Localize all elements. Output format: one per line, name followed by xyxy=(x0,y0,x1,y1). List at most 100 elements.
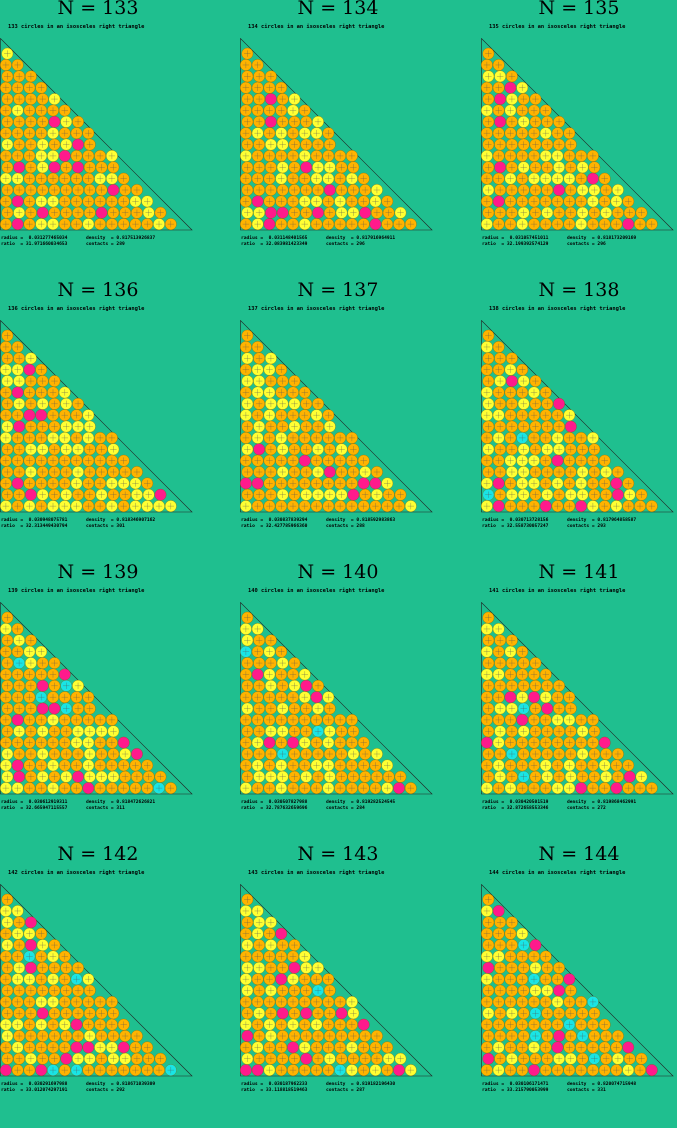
packed-circle xyxy=(299,714,310,725)
packed-circle xyxy=(528,782,539,793)
packed-circle xyxy=(370,196,381,207)
triangle-packing-diagram xyxy=(0,38,196,234)
packed-circle xyxy=(493,760,504,771)
packed-circle xyxy=(13,748,24,759)
packed-circle xyxy=(277,1008,288,1019)
panel-subtitle: 141 circles in an isosceles right triang… xyxy=(489,588,677,594)
packed-circle xyxy=(277,444,288,455)
packed-circle xyxy=(483,939,494,950)
packed-circle xyxy=(61,726,72,737)
packed-circle xyxy=(334,173,345,184)
packed-circle xyxy=(312,139,323,150)
packed-circle xyxy=(96,748,107,759)
packed-circle xyxy=(165,782,176,793)
packed-circle xyxy=(265,771,276,782)
packed-circle xyxy=(83,973,94,984)
packed-circle xyxy=(240,737,251,748)
packed-circle xyxy=(84,489,95,500)
packed-circle xyxy=(277,139,288,150)
packed-circle xyxy=(252,905,263,916)
packed-circle xyxy=(253,71,264,82)
packed-circle xyxy=(518,139,529,150)
packed-circle xyxy=(36,714,47,725)
packed-circle xyxy=(552,782,563,793)
packed-circle xyxy=(301,116,312,127)
ratio-value: ratio = 31.971660034653 xyxy=(1,242,67,248)
packed-circle xyxy=(47,173,58,184)
packed-circle xyxy=(564,973,575,984)
packed-circle xyxy=(2,184,13,195)
packed-circle xyxy=(312,1008,323,1019)
packed-circle xyxy=(24,432,35,443)
packed-circle xyxy=(517,478,528,489)
packed-circle xyxy=(564,691,575,702)
packed-circle xyxy=(61,184,72,195)
packed-circle xyxy=(348,726,359,737)
packed-circle xyxy=(12,173,23,184)
packed-circle xyxy=(143,207,154,218)
packed-circle xyxy=(301,1030,312,1041)
packed-circle xyxy=(2,726,13,737)
packed-circle xyxy=(575,714,586,725)
packed-circle xyxy=(600,771,611,782)
packed-circle xyxy=(37,985,48,996)
packed-circle xyxy=(24,951,35,962)
packed-circle xyxy=(324,726,335,737)
packed-circle xyxy=(481,996,492,1007)
packed-circle xyxy=(264,737,275,748)
packed-circle xyxy=(242,1030,253,1041)
packed-circle xyxy=(506,398,517,409)
packed-circle xyxy=(623,478,634,489)
packed-circle xyxy=(276,150,287,161)
packed-circle xyxy=(108,162,119,173)
packed-circle xyxy=(252,432,263,443)
contacts-value: contacts = 331 xyxy=(567,1088,636,1094)
packed-circle xyxy=(505,669,516,680)
packed-circle xyxy=(94,218,105,229)
packed-circle xyxy=(265,748,276,759)
packed-circle xyxy=(142,196,153,207)
packed-circle xyxy=(289,703,300,714)
packed-circle xyxy=(276,387,287,398)
packed-circle xyxy=(382,478,393,489)
packed-circle xyxy=(324,162,335,173)
packed-circle xyxy=(61,444,72,455)
packed-circle xyxy=(36,1042,47,1053)
packed-circle xyxy=(589,748,600,759)
packed-circle xyxy=(276,364,287,375)
packed-circle xyxy=(493,196,504,207)
packed-circle xyxy=(264,364,275,375)
packed-circle xyxy=(636,1053,647,1064)
packed-circle xyxy=(0,500,11,511)
packed-circle xyxy=(589,1008,600,1019)
packed-circle xyxy=(540,973,551,984)
packed-circle xyxy=(528,1064,539,1075)
triangle-packing-diagram xyxy=(481,38,677,234)
packed-circle xyxy=(587,432,598,443)
packed-circle xyxy=(552,455,563,466)
packed-circle xyxy=(265,466,276,477)
packed-circle xyxy=(517,1019,528,1030)
packed-circle xyxy=(517,196,528,207)
packed-circle xyxy=(83,714,94,725)
packed-circle xyxy=(240,173,251,184)
packed-circle xyxy=(277,489,288,500)
packed-circle xyxy=(564,1019,575,1030)
packed-circle xyxy=(505,478,516,489)
packed-circle xyxy=(311,1019,322,1030)
packed-circle xyxy=(575,1042,586,1053)
packed-circle xyxy=(481,432,492,443)
packed-circle xyxy=(483,917,494,928)
packed-circle xyxy=(12,364,23,375)
packed-circle xyxy=(24,714,35,725)
packed-circle xyxy=(518,1008,529,1019)
packed-circle xyxy=(493,737,504,748)
packed-circle xyxy=(12,669,23,680)
packed-circle xyxy=(106,714,117,725)
packed-circle xyxy=(393,500,404,511)
packed-circle xyxy=(0,905,11,916)
packed-circle xyxy=(552,218,563,229)
